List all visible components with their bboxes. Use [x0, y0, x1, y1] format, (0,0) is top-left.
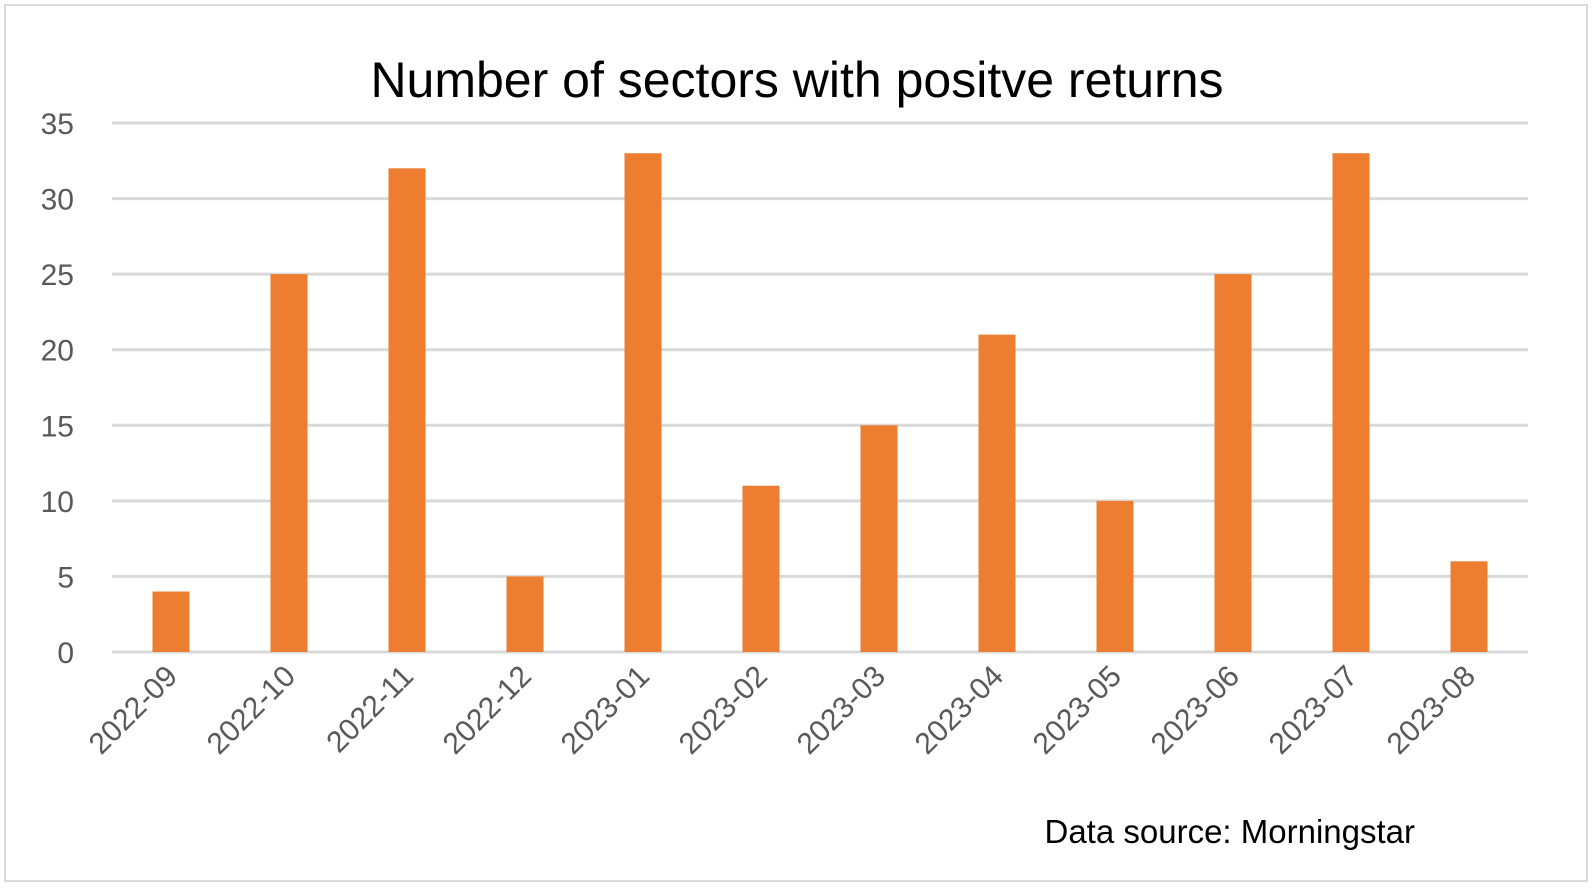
x-tick-label: 2023-04 — [909, 660, 1010, 761]
bar — [506, 576, 544, 652]
x-tick-label: 2023-05 — [1027, 660, 1128, 761]
x-tick-label: 2023-08 — [1381, 660, 1482, 761]
chart-title: Number of sectors with positve returns — [370, 52, 1223, 108]
bar — [624, 153, 662, 652]
bar — [1450, 561, 1488, 652]
bar — [742, 485, 780, 652]
bar — [1332, 153, 1370, 652]
bar — [978, 334, 1016, 652]
x-tick-label: 2023-02 — [673, 660, 774, 761]
data-source-note: Data source: Morningstar — [1045, 813, 1416, 850]
x-tick-label: 2022-10 — [201, 660, 302, 761]
bar — [1214, 274, 1252, 652]
y-tick-label: 5 — [57, 561, 74, 594]
x-tick-label: 2022-11 — [320, 660, 420, 760]
y-tick-label: 25 — [41, 259, 74, 292]
gridlines — [112, 121, 1528, 654]
x-tick-label: 2022-12 — [437, 660, 538, 761]
y-tick-label: 10 — [41, 486, 74, 519]
x-tick-label: 2023-01 — [555, 660, 656, 761]
x-tick-label: 2023-03 — [791, 660, 892, 761]
x-tick-label: 2023-06 — [1145, 660, 1246, 761]
y-axis-ticks: 0 5 10 15 20 25 30 35 — [41, 108, 74, 670]
chart-frame — [4, 4, 1588, 882]
y-tick-label: 30 — [41, 184, 74, 217]
y-tick-label: 0 — [57, 637, 74, 670]
bar — [1096, 500, 1134, 652]
bars — [152, 153, 1488, 653]
bar — [270, 274, 308, 652]
x-tick-label: 2023-07 — [1263, 660, 1364, 761]
y-tick-label: 35 — [41, 108, 74, 141]
y-tick-label: 15 — [41, 410, 74, 443]
y-tick-label: 20 — [41, 335, 74, 368]
bar — [860, 425, 898, 652]
x-axis-ticks: 2022-09 2022-10 2022-11 2022-12 2023-01 2023-… — [83, 660, 1482, 761]
bar — [388, 168, 426, 653]
x-tick-label: 2022-09 — [83, 660, 184, 761]
bar — [152, 591, 190, 652]
